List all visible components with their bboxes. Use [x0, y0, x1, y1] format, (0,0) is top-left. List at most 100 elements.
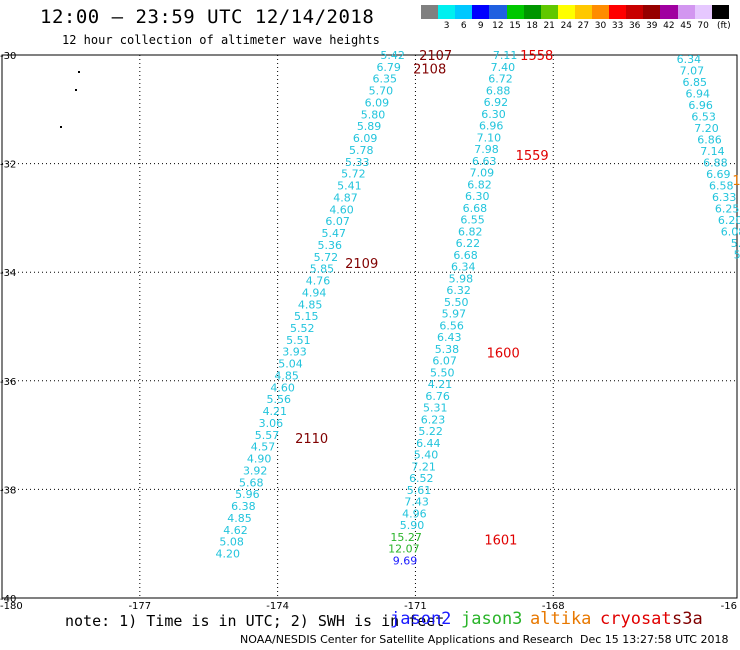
wave-height-label: 5.98 [449, 272, 474, 285]
wave-height-label: 5.68 [239, 476, 264, 489]
legend-s3a: s3a [672, 609, 703, 629]
wave-height-label: 7.10 [477, 131, 502, 144]
wave-height-label: 6.68 [453, 249, 478, 262]
wave-height-label: 5.89 [357, 120, 382, 133]
scale-swatch [574, 5, 593, 19]
scale-swatch [540, 5, 559, 19]
wave-height-label: 4.94 [302, 286, 327, 299]
lat-tick-label: -32 [0, 160, 16, 171]
time-label: 2110 [295, 432, 328, 447]
wave-height-label: 6.20 [718, 214, 740, 227]
scale-swatch [592, 5, 610, 19]
wave-height-label: 7.98 [474, 143, 499, 156]
wave-height-label: 7.43 [404, 496, 429, 509]
wave-height-label: 5.51 [286, 334, 311, 347]
wave-height-label: 5.57 [255, 429, 280, 442]
wave-height-label: 4.60 [329, 203, 354, 216]
scale-label: 21 [543, 21, 555, 31]
wave-height-label: 6.22 [456, 237, 481, 250]
wave-height-label: 6.58 [709, 179, 734, 192]
wave-height-label: 5.78 [349, 144, 374, 157]
scale-label: 24 [560, 21, 573, 31]
land-speck [75, 89, 77, 91]
scale-swatch [472, 5, 490, 19]
altimeter-map: -180 -177 -174 -171 -168 -16 -30 -32 -34 -36 -38 -4… [0, 49, 740, 610]
wave-height-label: 5.9 [731, 237, 740, 250]
legend-jason3: jason3 [461, 609, 523, 629]
wave-height-label: 6.52 [409, 472, 434, 485]
wave-height-label: 9.69 [393, 555, 418, 568]
wave-height-label: 5.97 [442, 308, 467, 321]
scale-swatch [677, 5, 695, 19]
wave-height-label: 6.38 [231, 500, 256, 513]
scale-swatch [643, 5, 661, 19]
wave-height-label: 5.52 [290, 322, 315, 335]
wave-height-label: 6.86 [697, 133, 722, 146]
wave-height-label: 6.69 [706, 168, 731, 181]
scale-label: 45 [680, 21, 692, 31]
wave-height-label: 4.20 [215, 548, 240, 561]
wave-height-label: 6.76 [425, 390, 450, 403]
time-label: 1559 [516, 149, 549, 164]
wave-height-label: 5.50 [444, 296, 469, 309]
wave-height-label: 6.63 [472, 155, 497, 168]
wave-height-label: 6.88 [486, 84, 511, 97]
lon-tick-label: -168 [542, 601, 565, 610]
lon-tick-label: -16 [721, 601, 737, 610]
scale-swatch [626, 5, 644, 19]
scale-swatch [421, 5, 439, 19]
wave-height-label: 7.21 [411, 460, 436, 473]
wave-height-label: 6.43 [437, 331, 462, 344]
scale-swatch [438, 5, 456, 19]
scale-label: 9 [477, 21, 484, 31]
scale-label: 6 [460, 21, 467, 31]
wave-height-label: 6.23 [421, 413, 446, 426]
scale-label: 39 [646, 21, 658, 31]
wave-height-label: 5.90 [400, 519, 425, 532]
page-title: 12:00 – 23:59 UTC 12/14/2018 [40, 6, 375, 28]
map-frame [1, 54, 738, 599]
wave-height-label: 5.72 [341, 168, 366, 181]
lon-tick-label: -174 [266, 601, 289, 610]
wave-height-label: 5.9 [734, 248, 740, 261]
wave-height-label: 5.47 [321, 227, 346, 240]
land-speck [78, 71, 80, 73]
wave-height-label: 6.96 [479, 120, 504, 133]
time-label: 2107 [419, 49, 452, 64]
wave-height-label: 7.07 [680, 64, 705, 77]
wave-height-label: 5.31 [423, 402, 448, 415]
lat-tick-label: -30 [0, 51, 16, 62]
legend-note: note: 1) Time is in UTC; 2) SWH is in fe… [65, 612, 445, 630]
legend-jason2: jason2 [390, 609, 452, 629]
lon-tick-label: -171 [404, 601, 427, 610]
wave-height-label: 3.06 [259, 417, 284, 430]
wave-height-label: 5.15 [294, 310, 319, 323]
wave-height-label: 3.92 [243, 464, 268, 477]
wave-height-label: 6.08 [721, 225, 740, 238]
wave-height-label: 6.88 [703, 156, 728, 169]
wave-height-label: 5.36 [318, 239, 343, 252]
time-label: 1601 [484, 533, 517, 548]
wave-height-label: 6.56 [439, 319, 464, 332]
wave-height-label: 7.40 [491, 61, 516, 74]
wave-height-label: 4.85 [274, 369, 299, 382]
wave-height-label: 6.82 [467, 178, 492, 191]
wave-height-label: 4.96 [402, 507, 427, 520]
time-label: 1600 [487, 347, 520, 362]
wave-height-label: 5.80 [361, 108, 386, 121]
wave-height-label: 4.87 [333, 191, 358, 204]
scale-swatch [455, 5, 473, 19]
scale-label: 27 [577, 21, 590, 31]
scale-swatch [694, 5, 713, 19]
scale-swatch [557, 5, 576, 19]
wave-height-label: 5.96 [235, 488, 260, 501]
wave-height-label: 6.30 [465, 190, 490, 203]
wave-height-label: 6.96 [688, 99, 713, 112]
scale-swatch [523, 5, 542, 19]
time-label: 2108 [413, 63, 446, 78]
legend-altika: altika [530, 609, 592, 629]
wave-height-label: 6.53 [691, 110, 716, 123]
scale-swatch [506, 5, 524, 19]
credit-text: NOAA/NESDIS Center for Satellite Applica… [240, 633, 574, 646]
time-label: 2109 [345, 257, 378, 272]
